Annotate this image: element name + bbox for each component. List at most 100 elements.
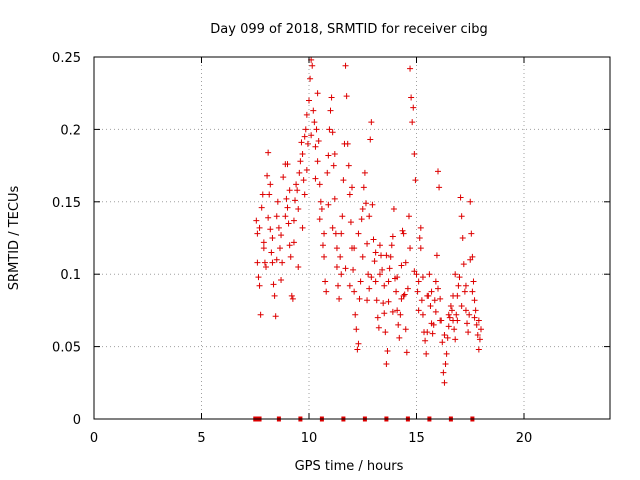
data-point [312, 175, 319, 182]
data-point [288, 292, 295, 299]
data-point [381, 282, 388, 289]
data-point [373, 297, 380, 304]
data-point [325, 152, 332, 159]
y-tick-label: 0.05 [52, 341, 81, 356]
data-point [437, 317, 444, 324]
data-point [322, 278, 329, 285]
data-point [372, 278, 379, 285]
y-axis-label: SRMTID / TECUs [7, 186, 22, 291]
data-point [336, 295, 343, 302]
data-point [311, 119, 318, 126]
data-point [467, 256, 474, 263]
data-point [458, 213, 465, 220]
data-point [389, 308, 396, 315]
data-point [307, 75, 314, 82]
data-point [256, 224, 263, 231]
data-point [293, 181, 300, 188]
data-point [451, 326, 458, 333]
data-point [410, 104, 417, 111]
data-point [372, 249, 379, 256]
data-point [424, 292, 431, 299]
data-point [446, 314, 453, 321]
data-point [411, 151, 418, 158]
data-point [394, 307, 401, 314]
data-point [453, 311, 460, 318]
data-point [444, 334, 451, 341]
data-point [385, 298, 392, 305]
data-point [401, 291, 408, 298]
data-point [402, 259, 409, 266]
data-point [426, 271, 433, 278]
data-point [328, 94, 335, 101]
data-point [383, 360, 390, 367]
data-point [409, 119, 416, 126]
data-point [286, 242, 293, 249]
data-point [399, 227, 406, 234]
data-point [314, 158, 321, 165]
data-point [300, 177, 307, 184]
data-point [310, 107, 317, 114]
data-series [253, 56, 484, 386]
data-point [285, 220, 292, 227]
data-point [256, 282, 263, 289]
data-point [448, 307, 455, 314]
data-point [339, 213, 346, 220]
data-point [383, 252, 390, 259]
data-point [321, 253, 328, 260]
grid-lines [94, 57, 610, 419]
data-point [393, 288, 400, 295]
data-point [374, 314, 381, 321]
data-point [331, 151, 338, 158]
data-point [340, 177, 347, 184]
data-point [284, 204, 291, 211]
data-point [441, 332, 448, 339]
data-point [294, 187, 301, 194]
data-point [357, 278, 364, 285]
data-point [370, 236, 377, 243]
data-point [411, 268, 418, 275]
data-point [272, 313, 279, 320]
data-point [365, 271, 372, 278]
data-point [376, 242, 383, 249]
data-point [455, 282, 462, 289]
data-point [319, 242, 326, 249]
data-point [337, 253, 344, 260]
data-point [442, 360, 449, 367]
data-point [405, 213, 412, 220]
data-point [408, 94, 415, 101]
data-point [415, 307, 422, 314]
data-point [332, 230, 339, 237]
data-point [375, 324, 382, 331]
data-point [462, 307, 469, 314]
data-point [313, 126, 320, 133]
data-point [475, 317, 482, 324]
data-point [280, 174, 287, 181]
data-point [345, 162, 352, 169]
data-point [432, 308, 439, 315]
data-point [286, 187, 293, 194]
data-point [476, 336, 483, 343]
tick-labels: 0 5 10 15 20 0 0.05 0.1 0.15 0.2 0.25 [52, 51, 532, 446]
data-point [368, 119, 375, 126]
data-point [326, 126, 333, 133]
data-point [371, 258, 378, 265]
data-point [260, 239, 267, 246]
data-point [437, 295, 444, 302]
data-point [301, 191, 308, 198]
data-point [349, 184, 355, 191]
data-point [302, 126, 309, 133]
data-point [414, 288, 421, 295]
data-point [274, 198, 281, 205]
data-point [279, 259, 286, 266]
data-point [436, 184, 443, 191]
data-point [318, 206, 325, 213]
data-point [364, 297, 371, 304]
data-point [379, 266, 386, 273]
data-point [452, 336, 459, 343]
data-point [465, 329, 472, 336]
data-point [366, 285, 373, 292]
data-point [295, 206, 302, 213]
data-point [417, 245, 424, 252]
data-point [423, 350, 430, 357]
data-point [267, 226, 274, 233]
